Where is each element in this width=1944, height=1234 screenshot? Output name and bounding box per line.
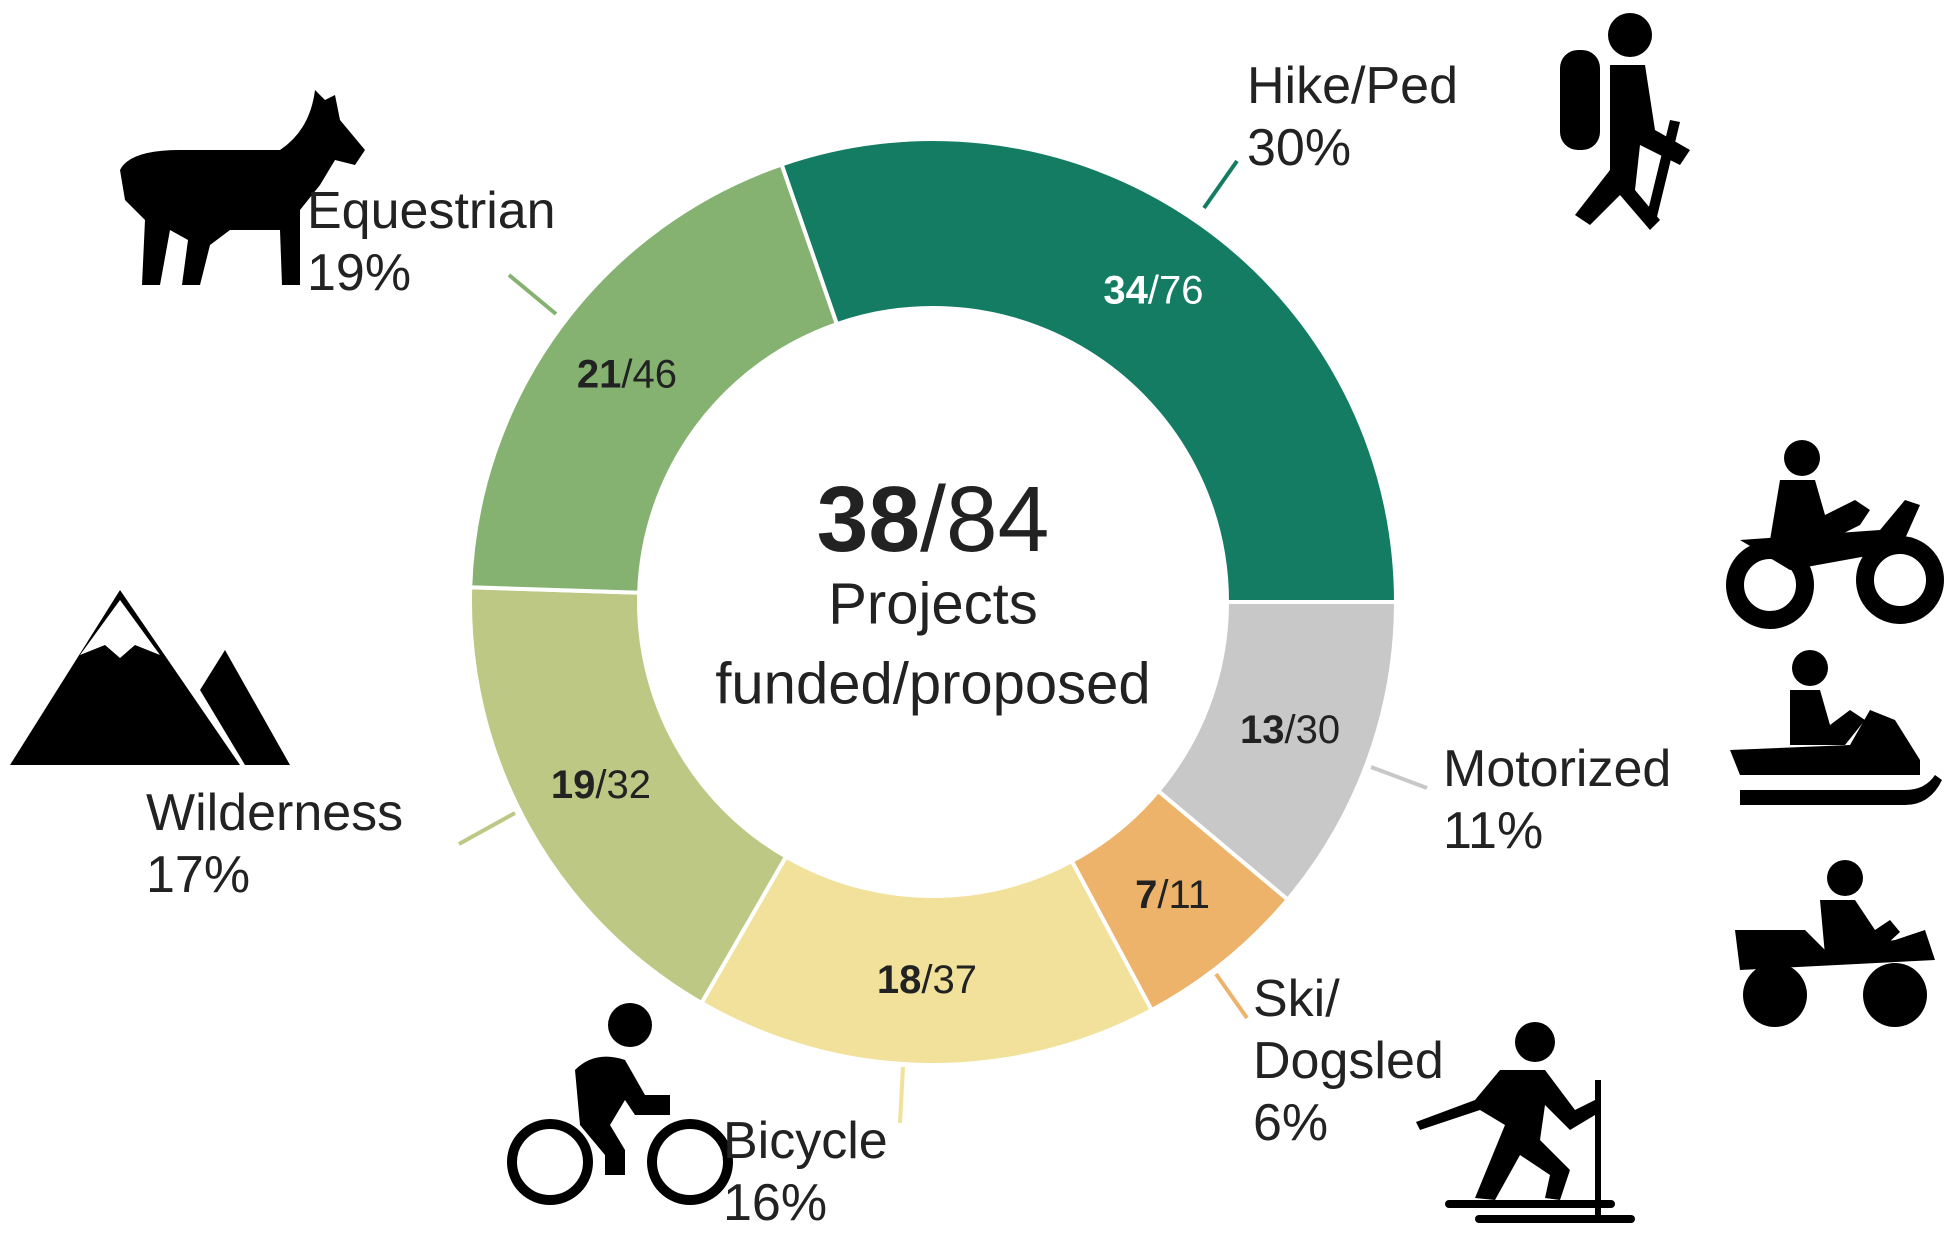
segment-label: 18/37 bbox=[877, 958, 977, 1002]
proposed: 11 bbox=[1169, 872, 1211, 916]
funded: 18 bbox=[877, 958, 922, 1002]
proposed: 30 bbox=[1296, 708, 1341, 752]
category-name: Wilderness bbox=[146, 784, 404, 842]
category-name: Bicycle bbox=[723, 1112, 888, 1170]
center-proposed: 84 bbox=[946, 467, 1049, 571]
donut-segment bbox=[698, 853, 1155, 1067]
separator: / bbox=[1148, 268, 1160, 312]
category-label: Motorized 11% bbox=[1443, 738, 1671, 862]
proposed: 32 bbox=[606, 762, 651, 806]
center-funded: 38 bbox=[817, 467, 920, 571]
segment-label: 13/30 bbox=[1240, 708, 1340, 752]
donut-segment bbox=[468, 585, 789, 1006]
separator: / bbox=[1157, 872, 1169, 916]
funded: 13 bbox=[1240, 708, 1285, 752]
leader-line bbox=[1202, 159, 1239, 210]
segment-label: 19/32 bbox=[551, 762, 651, 806]
category-percent: 16% bbox=[723, 1174, 828, 1232]
separator: / bbox=[621, 352, 633, 396]
funded: 21 bbox=[577, 352, 622, 396]
funded: 34 bbox=[1103, 268, 1148, 312]
center-total: 38/84 bbox=[817, 467, 1050, 571]
mountain-icon bbox=[10, 590, 290, 765]
segment-label: 21/46 bbox=[577, 352, 677, 396]
horse-icon bbox=[120, 90, 365, 285]
snowmobile-icon bbox=[1730, 650, 1942, 805]
motorcycle-icon bbox=[1726, 440, 1944, 629]
proposed: 46 bbox=[633, 352, 678, 396]
bicycle-icon bbox=[507, 1003, 733, 1205]
leader-line bbox=[1370, 765, 1428, 790]
hiker-icon bbox=[1560, 13, 1690, 230]
center-line1: Projects bbox=[828, 571, 1038, 636]
leader-line bbox=[507, 273, 558, 316]
category-label: Equestrian 19% bbox=[307, 180, 556, 304]
skier-icon bbox=[1416, 1022, 1635, 1223]
separator: / bbox=[595, 762, 607, 806]
leader-line bbox=[458, 811, 516, 846]
funded: 19 bbox=[551, 762, 596, 806]
segment-label: 34/76 bbox=[1103, 268, 1203, 312]
atv-icon bbox=[1735, 860, 1935, 1027]
category-label: Bicycle 16% bbox=[723, 1110, 888, 1234]
center-line2: funded/proposed bbox=[715, 651, 1150, 716]
separator: / bbox=[921, 958, 933, 1002]
category-percent: 6% bbox=[1253, 1094, 1329, 1152]
donut-segment bbox=[468, 161, 840, 595]
center-separator: / bbox=[920, 467, 946, 571]
category-percent: 17% bbox=[146, 846, 251, 904]
separator: / bbox=[1285, 708, 1297, 752]
icons bbox=[10, 13, 1944, 1223]
proposed: 76 bbox=[1159, 268, 1204, 312]
proposed: 37 bbox=[933, 958, 978, 1002]
leader-line bbox=[898, 1066, 905, 1124]
category-percent: 30% bbox=[1247, 119, 1352, 177]
leader-line bbox=[1214, 972, 1249, 1020]
category-label: Hike/Ped 30% bbox=[1247, 55, 1458, 179]
category-label: Ski/ Dogsled 6% bbox=[1253, 968, 1453, 1154]
category-name: Motorized bbox=[1443, 740, 1672, 798]
category-label: Wilderness 17% bbox=[146, 782, 403, 906]
category-name: Equestrian bbox=[307, 182, 556, 240]
category-percent: 11% bbox=[1443, 802, 1544, 860]
category-name: Ski/ Dogsled bbox=[1253, 970, 1444, 1090]
funded: 7 bbox=[1135, 872, 1157, 916]
segment-label: 7/11 bbox=[1135, 872, 1210, 916]
category-name: Hike/Ped bbox=[1247, 57, 1458, 115]
category-percent: 19% bbox=[307, 244, 412, 302]
donut-segment bbox=[779, 137, 1399, 604]
